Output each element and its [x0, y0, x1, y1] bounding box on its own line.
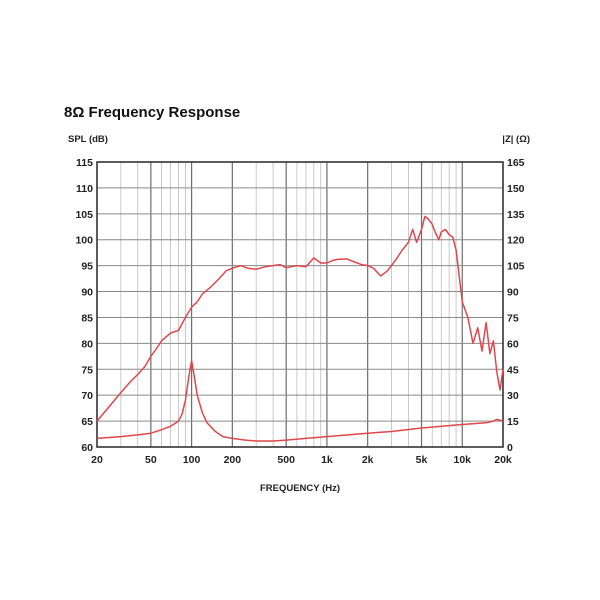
- y2-tick-label: 30: [507, 390, 519, 402]
- x-tick-label: 1k: [321, 454, 333, 466]
- y2-tick-label: 15: [507, 416, 519, 428]
- y-tick-label: 75: [81, 364, 93, 376]
- spl-curve: [96, 215, 504, 422]
- y-tick-label: 65: [81, 416, 93, 428]
- y-tick-label: 105: [75, 209, 93, 221]
- y-tick-label: 95: [81, 261, 93, 273]
- x-tick-label: 5k: [416, 454, 428, 466]
- y-tick-label: 115: [76, 157, 93, 169]
- y2-tick-label: 0: [507, 442, 513, 454]
- x-tick-label: 100: [183, 454, 201, 466]
- y2-tick-label: 45: [507, 364, 519, 376]
- impedance-curve: [96, 359, 504, 442]
- x-tick-label: 200: [224, 454, 242, 466]
- y-tick-label: 60: [81, 442, 93, 454]
- x-tick-label: 50: [145, 454, 157, 466]
- y-tick-label: 100: [75, 235, 93, 247]
- x-tick-label: 20: [91, 454, 103, 466]
- y2-tick-label: 60: [507, 338, 519, 350]
- y-tick-label: 90: [81, 287, 93, 299]
- y-tick-label: 80: [81, 338, 93, 350]
- y-tick-label: 70: [81, 390, 93, 402]
- y-axis-label: SPL (dB): [68, 134, 108, 145]
- x-tick-label: 10k: [453, 454, 471, 466]
- y2-axis-label: |Z| (Ω): [502, 134, 530, 145]
- y2-tick-label: 75: [507, 312, 519, 324]
- y2-tick-label: 165: [507, 157, 525, 169]
- chart-title: 8Ω Frequency Response: [64, 104, 241, 121]
- x-tick-label: 20k: [494, 454, 512, 466]
- y-tick-label: 110: [76, 183, 93, 195]
- y2-tick-label: 150: [507, 183, 525, 195]
- plot-frame: [96, 161, 504, 448]
- y2-tick-label: 135: [507, 209, 525, 221]
- x-tick-label: 500: [277, 454, 295, 466]
- y2-tick-label: 90: [507, 287, 519, 299]
- x-tick-label: 2k: [362, 454, 374, 466]
- x-axis-label: FREQUENCY (Hz): [260, 483, 340, 494]
- y2-tick-label: 120: [507, 235, 525, 247]
- y-tick-label: 85: [81, 312, 93, 324]
- y2-tick-label: 105: [507, 261, 525, 273]
